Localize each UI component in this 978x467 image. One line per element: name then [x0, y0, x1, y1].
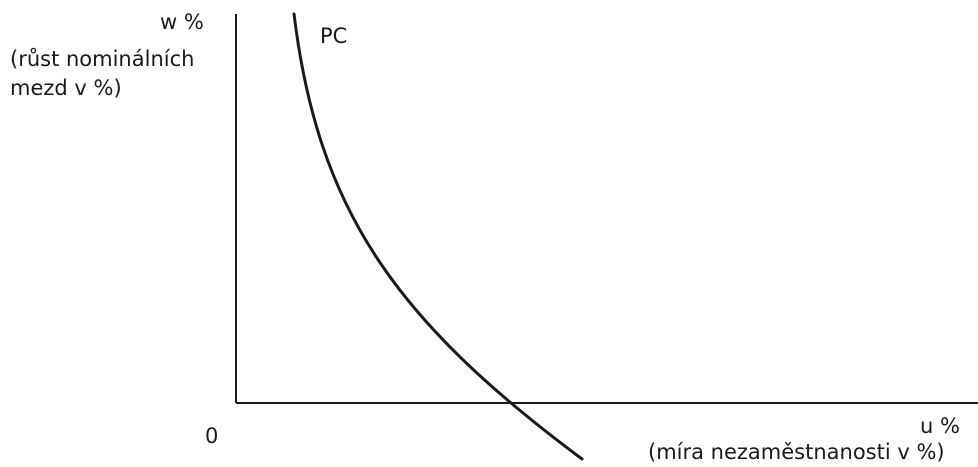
series-label-pc: PC — [320, 24, 348, 48]
x-axis-title: u % — [920, 414, 960, 438]
y-axis-subtitle: (růst nominálních mezd v %) — [10, 47, 195, 100]
pc-curve-line — [292, 12, 584, 461]
origin-label: 0 — [205, 424, 219, 448]
y-axis-title: w % — [160, 10, 204, 34]
x-axis-subtitle: (míra nezaměstnanosti v %) — [648, 440, 945, 464]
